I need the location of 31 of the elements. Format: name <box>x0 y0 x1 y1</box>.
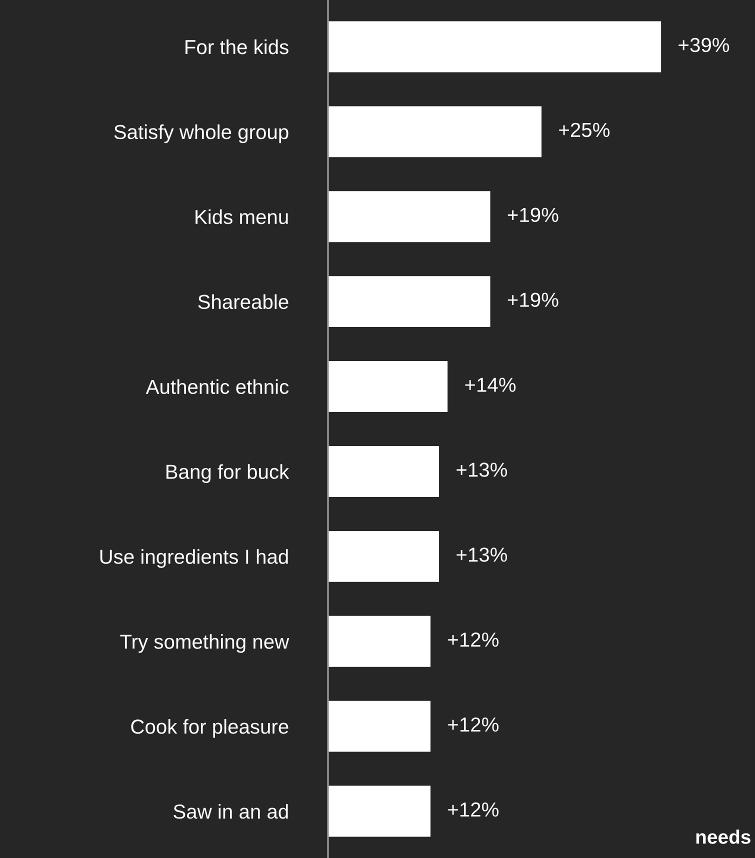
data-label: +12% <box>448 717 498 732</box>
y-tick-label: For the kids <box>186 39 288 54</box>
y-tick-label: Bang for buck <box>166 464 290 483</box>
y-tick-label: Saw in an ad <box>174 804 288 819</box>
data-label: +19% <box>508 292 558 307</box>
y-tick-label: Cook for pleasure <box>131 719 288 738</box>
bar <box>328 21 662 72</box>
y-tick-label: Kids menu <box>196 209 288 224</box>
data-label: +12% <box>448 802 498 817</box>
bar <box>328 191 490 242</box>
annotation: needs <box>696 830 750 844</box>
data-label: +25% <box>559 122 610 138</box>
bar <box>328 700 430 752</box>
bar <box>328 530 440 582</box>
y-tick-label: Shareable <box>198 294 288 310</box>
bar <box>328 106 542 158</box>
data-label: +13% <box>456 548 508 562</box>
y-tick-label: Satisfy whole group <box>114 124 288 144</box>
y-tick-label: Authentic ethnic <box>146 379 289 394</box>
data-label: +19% <box>508 208 558 222</box>
y-tick-label: Try something new <box>120 634 290 653</box>
y-tick-label: Use ingredients I had <box>100 549 288 568</box>
bar <box>328 616 430 667</box>
bar <box>328 276 490 328</box>
data-label: +14% <box>465 378 516 392</box>
bar <box>328 361 448 412</box>
data-label: +39% <box>678 38 730 52</box>
data-label: +13% <box>456 462 508 477</box>
bar <box>328 786 430 837</box>
data-label: +12% <box>448 632 498 647</box>
bar <box>328 446 440 497</box>
